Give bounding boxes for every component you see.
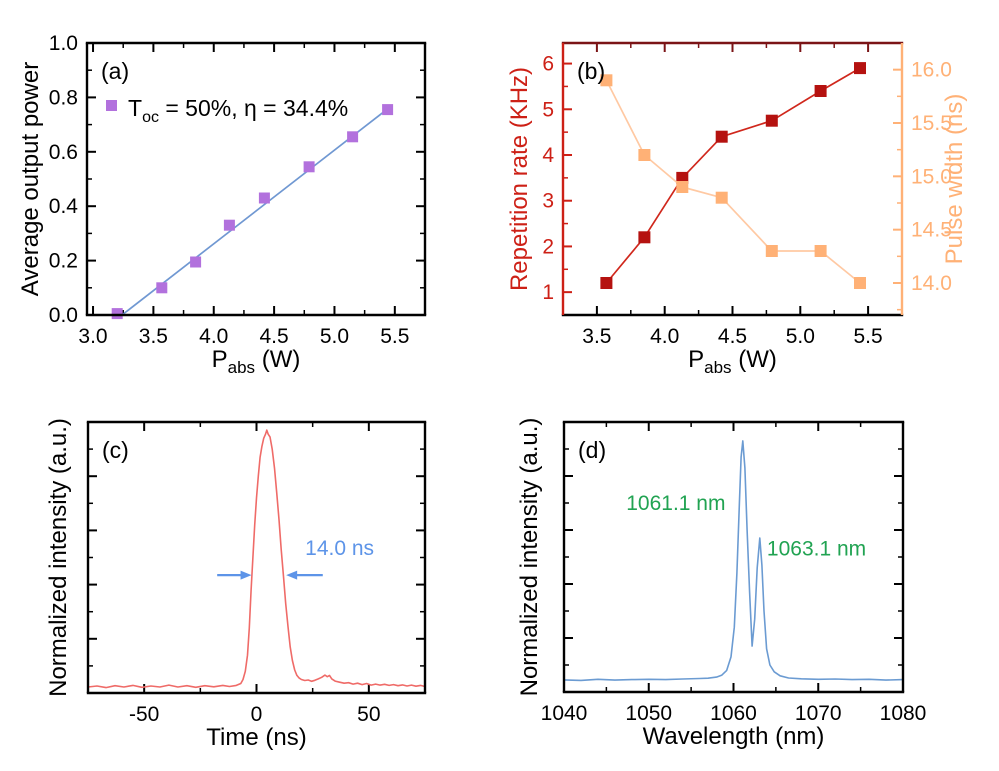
y-tick-label: 5	[542, 98, 554, 121]
x-tick-label: 5.5	[853, 325, 882, 348]
annotation-arrow-left-head	[240, 570, 252, 580]
y2-tick-label: 14.0	[911, 272, 952, 295]
y-axis-label: Average output power	[17, 62, 44, 296]
y-tick-label: 0.0	[49, 304, 78, 327]
panel-letter-a: (a)	[101, 58, 129, 84]
y-tick-label: 4	[542, 144, 554, 167]
y-axis-label: Repetition rate (KHz)	[506, 67, 533, 291]
y2-axis-label: Pulse width (ns)	[941, 94, 968, 265]
x-tick-label: 4.0	[199, 325, 228, 348]
x-tick-label: 4.5	[260, 325, 289, 348]
repetition-rate-series-marker	[676, 171, 689, 184]
y-tick-label: 1	[542, 281, 554, 304]
y-axis-label: Normalized intensity (a.u.)	[45, 418, 72, 697]
legend-marker	[106, 100, 117, 111]
output-power-points-marker	[382, 104, 394, 116]
y2-tick-label: 16.0	[911, 59, 952, 82]
x-tick-label: 3.0	[78, 325, 107, 348]
y2-tick-label: 14.5	[911, 219, 952, 242]
annotation-peak-1063: 1063.1 nm	[767, 538, 866, 561]
y2-tick-label: 15.5	[911, 112, 952, 135]
y-tick-label: 0.6	[49, 141, 78, 164]
annotation-pulse-width: 14.0 ns	[305, 537, 374, 560]
output-power-points-marker	[111, 308, 123, 320]
x-axis-label: Pabs (W)	[688, 346, 777, 377]
repetition-rate-series-marker	[638, 231, 651, 244]
panel-letter-d: (d)	[578, 437, 606, 463]
pulse-width-series-marker	[676, 181, 689, 193]
pulse-width-series-marker	[600, 74, 613, 87]
panel-c: -50 0 50 Time (ns) Normalized intensity (a.u…	[45, 418, 427, 751]
output-power-points-marker	[303, 161, 315, 173]
x-axis-label: Pabs (W)	[212, 346, 301, 377]
x-tick-label: 3.5	[139, 325, 168, 348]
x-tick-label: 4.0	[650, 325, 679, 348]
output-power-points-marker	[190, 256, 202, 268]
x-axis-label: Wavelength (nm)	[643, 723, 825, 750]
x-axis-label: Time (ns)	[206, 724, 306, 751]
y-axis-label: Normalized intensity (a.u.)	[516, 418, 543, 697]
x-tick-label: 5.5	[380, 325, 409, 348]
y-tick-label: 6	[542, 53, 554, 76]
x-tick-label: 5.0	[320, 325, 349, 348]
legend: Toc = 50%, η = 34.4%	[106, 95, 348, 126]
linear-fit-line-line	[121, 105, 392, 316]
panel-letter-c: (c)	[102, 437, 129, 463]
x-tick-label: 1040	[541, 702, 588, 725]
annotation-arrow-right-head	[286, 570, 298, 580]
repetition-rate-series-marker	[814, 85, 827, 97]
output-power-points-marker	[156, 282, 168, 294]
y-tick-label: 0.4	[49, 195, 79, 218]
output-power-points-marker	[223, 219, 235, 231]
annotation-peak-1061: 1061.1 nm	[626, 492, 725, 515]
x-tick-label: 1050	[625, 702, 672, 725]
pulse-trace-line	[87, 429, 426, 689]
x-tick-label: 5.0	[786, 325, 815, 348]
x-tick-label: 3.5	[582, 325, 611, 348]
y-tick-label: 0.2	[49, 250, 78, 273]
panel-a: 3.0 3.5 4.0 4.5 5.0 5.5 0.0 0.2 0.4 0.6 0.8 1.0 Pabs…	[17, 32, 427, 377]
x-tick-label: 0	[251, 703, 263, 726]
x-tick-label: -50	[129, 703, 159, 726]
pulse-width-series-marker	[854, 277, 866, 289]
pulse-width-series-marker	[814, 245, 827, 257]
pulse-width-series-marker	[715, 191, 728, 204]
legend-label: Toc = 50%, η = 34.4%	[128, 95, 348, 126]
panel-b: 3.5 4.0 4.5 5.0 5.5 1 2 3 4 5 6 14.0 14.5 15.0 15.5 16.…	[506, 41, 968, 377]
x-tick-label: 1080	[880, 702, 927, 725]
spectrum-trace-line	[563, 440, 904, 682]
x-tick-label: 50	[357, 703, 380, 726]
repetition-rate-series-marker	[715, 130, 728, 143]
y-tick-label: 1.0	[49, 32, 78, 55]
x-tick-label: 1060	[710, 702, 757, 725]
panel-letter-b: (b)	[577, 58, 605, 84]
repetition-rate-series-marker	[854, 62, 866, 75]
y-tick-label: 3	[542, 190, 554, 213]
y2-tick-label: 15.0	[911, 165, 952, 188]
y-tick-label: 0.8	[49, 86, 78, 109]
pulse-width-series-marker	[638, 149, 651, 161]
x-tick-label: 1070	[795, 702, 842, 725]
repetition-rate-series-marker	[600, 277, 613, 289]
y-tick-label: 2	[542, 235, 554, 258]
repetition-rate-series-marker	[765, 114, 778, 127]
pulse-width-series-marker	[765, 245, 778, 257]
panel-d: 1040 1050 1060 1070 1080 Wavelength (nm) Norma…	[516, 418, 926, 750]
output-power-points-marker	[347, 131, 359, 143]
output-power-points-marker	[258, 192, 270, 204]
x-tick-label: 4.5	[718, 325, 747, 348]
